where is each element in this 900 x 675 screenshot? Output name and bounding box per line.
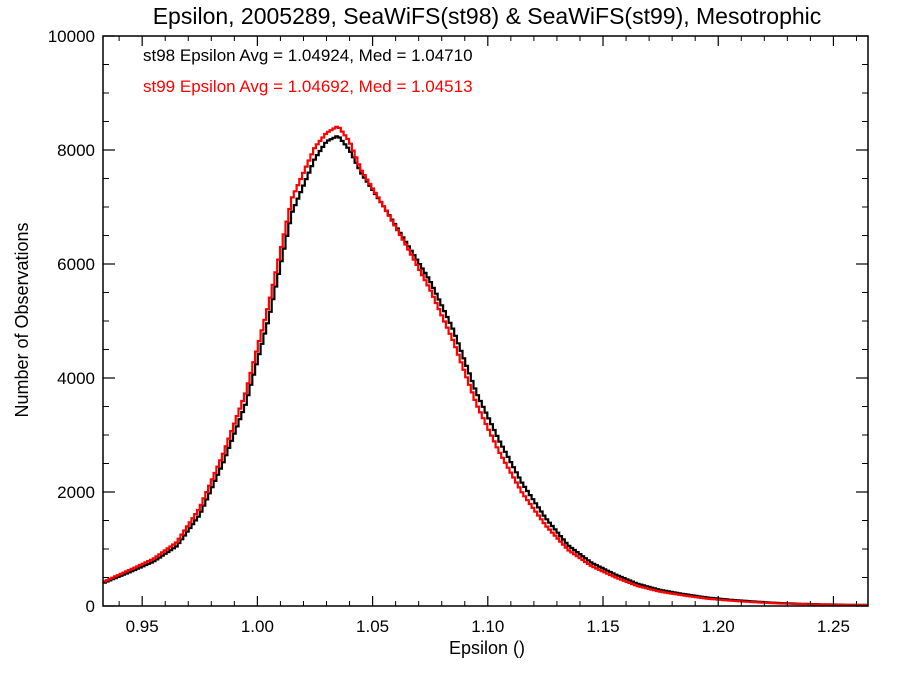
histogram-series-st98: [103, 135, 868, 607]
series-layer: [103, 125, 868, 607]
histogram-series-st99: [103, 125, 868, 607]
x-tick-label: 1.25: [817, 617, 850, 636]
y-tick-label: 10000: [48, 27, 95, 46]
y-tick-label: 8000: [57, 141, 95, 160]
y-tick-label: 0: [86, 597, 95, 616]
x-tick-label: 1.20: [702, 617, 735, 636]
y-tick-label: 6000: [57, 255, 95, 274]
x-tick-label: 1.05: [356, 617, 389, 636]
x-tick-label: 1.00: [241, 617, 274, 636]
y-axis-label: Number of Observations: [12, 222, 32, 417]
y-axis: 0 2000 4000 6000 8000 10000: [48, 27, 868, 616]
x-tick-label: 1.10: [471, 617, 504, 636]
x-tick-label: 0.95: [126, 617, 159, 636]
x-axis: 0.95 1.00 1.05 1.10 1.15 1.20 1.25: [118, 36, 857, 636]
y-tick-label: 4000: [57, 369, 95, 388]
y-tick-label: 2000: [57, 483, 95, 502]
legend-st98-annotation: st98 Epsilon Avg = 1.04924, Med = 1.0471…: [143, 46, 473, 65]
chart-title: Epsilon, 2005289, SeaWiFS(st98) & SeaWiF…: [153, 3, 822, 29]
plot-frame: [102, 35, 869, 607]
x-axis-label: Epsilon (): [449, 638, 525, 658]
x-tick-label: 1.15: [586, 617, 619, 636]
legend-st99-annotation: st99 Epsilon Avg = 1.04692, Med = 1.0451…: [143, 77, 473, 96]
